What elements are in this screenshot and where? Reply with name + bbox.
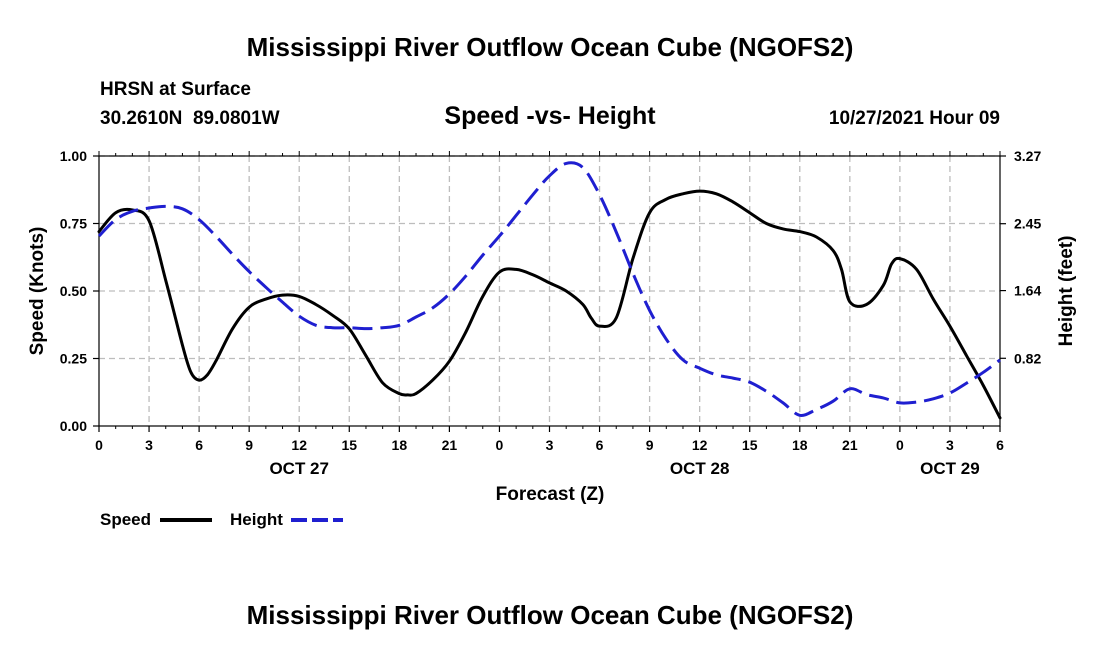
- x-tick-label: 0: [896, 437, 904, 453]
- date-label: OCT 28: [670, 459, 730, 478]
- x-tick-label: 18: [792, 437, 808, 453]
- x-tick-label: 0: [496, 437, 504, 453]
- y-right-tick-label: 0.82: [1014, 350, 1041, 366]
- x-tick-label: 0: [95, 437, 103, 453]
- x-tick-label: 12: [291, 437, 307, 453]
- chart-subtitle: Speed -vs- Height: [444, 102, 656, 130]
- x-tick-label: 3: [145, 437, 153, 453]
- y-left-tick-label: 0.75: [60, 216, 87, 232]
- x-tick-label: 9: [245, 437, 253, 453]
- series-line-height: [97, 161, 1001, 417]
- x-tick-label: 15: [742, 437, 758, 453]
- y-axis-left-label: Speed (Knots): [27, 227, 48, 356]
- x-tick-label: 21: [442, 437, 458, 453]
- x-tick-label: 6: [596, 437, 604, 453]
- footer-title: Mississippi River Outflow Ocean Cube (NG…: [247, 600, 854, 630]
- x-tick-label: 9: [646, 437, 654, 453]
- legend-label-height: Height: [230, 510, 283, 529]
- y-left-tick-label: 0.25: [60, 351, 87, 367]
- y-right-tick-label: 2.45: [1014, 216, 1041, 232]
- data-series: [97, 161, 1002, 420]
- x-tick-label: 15: [341, 437, 357, 453]
- x-tick-label: 6: [996, 437, 1004, 453]
- legend-label-speed: Speed: [100, 510, 151, 529]
- x-tick-label: 21: [842, 437, 858, 453]
- y-left-tick-label: 1.00: [60, 148, 87, 164]
- datetime-label: 10/27/2021 Hour 09: [829, 108, 1000, 129]
- x-tick-label: 12: [692, 437, 708, 453]
- legend: Speed Height: [100, 510, 343, 529]
- series-line-speed: [97, 189, 1002, 420]
- y-left-tick-label: 0.00: [60, 418, 87, 434]
- x-axis-label: Forecast (Z): [496, 484, 605, 505]
- y-axis-right-label: Height (feet): [1056, 236, 1077, 347]
- y-left-tick-label: 0.50: [60, 283, 87, 299]
- axis-ticks: 0 3 6 9 12 15 18 21 0 3 6 9 12 15 18 21 0 3 6 0.00 0.25 0.50 0…: [60, 148, 1042, 478]
- date-label: OCT 27: [269, 459, 329, 478]
- chart-title: Mississippi River Outflow Ocean Cube (NG…: [247, 32, 854, 62]
- x-tick-label: 18: [392, 437, 408, 453]
- y-right-tick-label: 3.27: [1014, 148, 1041, 164]
- x-tick-label: 3: [946, 437, 954, 453]
- x-tick-label: 6: [195, 437, 203, 453]
- date-label: OCT 29: [920, 459, 980, 478]
- coordinates-label: 30.2610N 89.0801W: [100, 108, 280, 129]
- station-label: HRSN at Surface: [100, 79, 251, 100]
- y-right-tick-label: 1.64: [1014, 283, 1041, 299]
- grid-lines: [99, 155, 1000, 426]
- x-tick-label: 3: [546, 437, 554, 453]
